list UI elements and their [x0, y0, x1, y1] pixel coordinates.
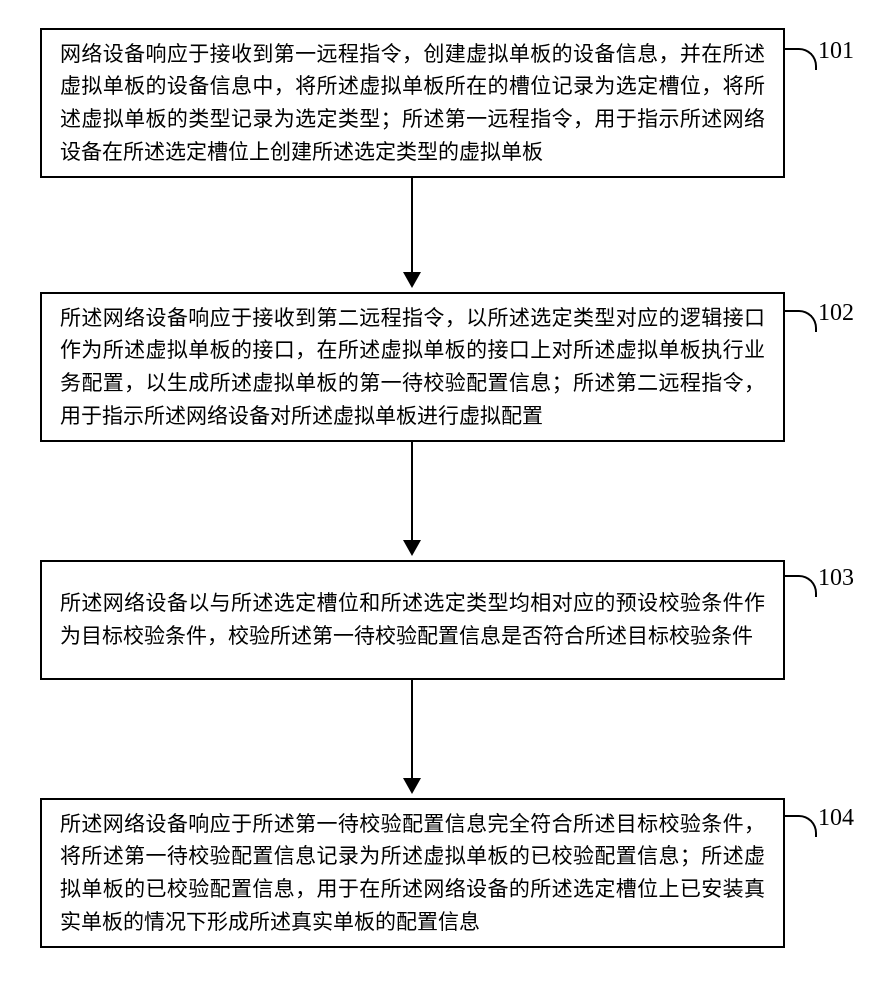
flow-step-1-text: 网络设备响应于接收到第一远程指令，创建虚拟单板的设备信息，并在所述虚拟单板的设备…: [60, 38, 765, 168]
flow-step-3-text: 所述网络设备以与所述选定槽位和所述选定类型均相对应的预设校验条件作为目标校验条件…: [60, 587, 765, 652]
arrow-1-2-line: [411, 178, 413, 272]
flowchart-container: 网络设备响应于接收到第一远程指令，创建虚拟单板的设备信息，并在所述虚拟单板的设备…: [0, 0, 876, 1000]
arrow-3-4-head: [403, 778, 421, 794]
label-connector-4: [785, 815, 817, 837]
flow-step-2: 所述网络设备响应于接收到第二远程指令，以所述选定类型对应的逻辑接口作为所述虚拟单…: [40, 292, 785, 442]
flow-step-4-label: 104: [818, 805, 854, 832]
flow-step-3: 所述网络设备以与所述选定槽位和所述选定类型均相对应的预设校验条件作为目标校验条件…: [40, 560, 785, 680]
label-connector-2: [785, 310, 817, 332]
flow-step-1-label: 101: [818, 38, 854, 65]
flow-step-2-text: 所述网络设备响应于接收到第二远程指令，以所述选定类型对应的逻辑接口作为所述虚拟单…: [60, 302, 765, 432]
label-connector-1: [785, 48, 817, 70]
flow-step-1: 网络设备响应于接收到第一远程指令，创建虚拟单板的设备信息，并在所述虚拟单板的设备…: [40, 28, 785, 178]
flow-step-3-label: 103: [818, 565, 854, 592]
arrow-1-2-head: [403, 272, 421, 288]
arrow-2-3-line: [411, 442, 413, 540]
flow-step-4: 所述网络设备响应于所述第一待校验配置信息完全符合所述目标校验条件，将所述第一待校…: [40, 798, 785, 948]
flow-step-4-text: 所述网络设备响应于所述第一待校验配置信息完全符合所述目标校验条件，将所述第一待校…: [60, 808, 765, 938]
label-connector-3: [785, 575, 817, 597]
arrow-2-3-head: [403, 540, 421, 556]
arrow-3-4-line: [411, 680, 413, 778]
flow-step-2-label: 102: [818, 300, 854, 327]
